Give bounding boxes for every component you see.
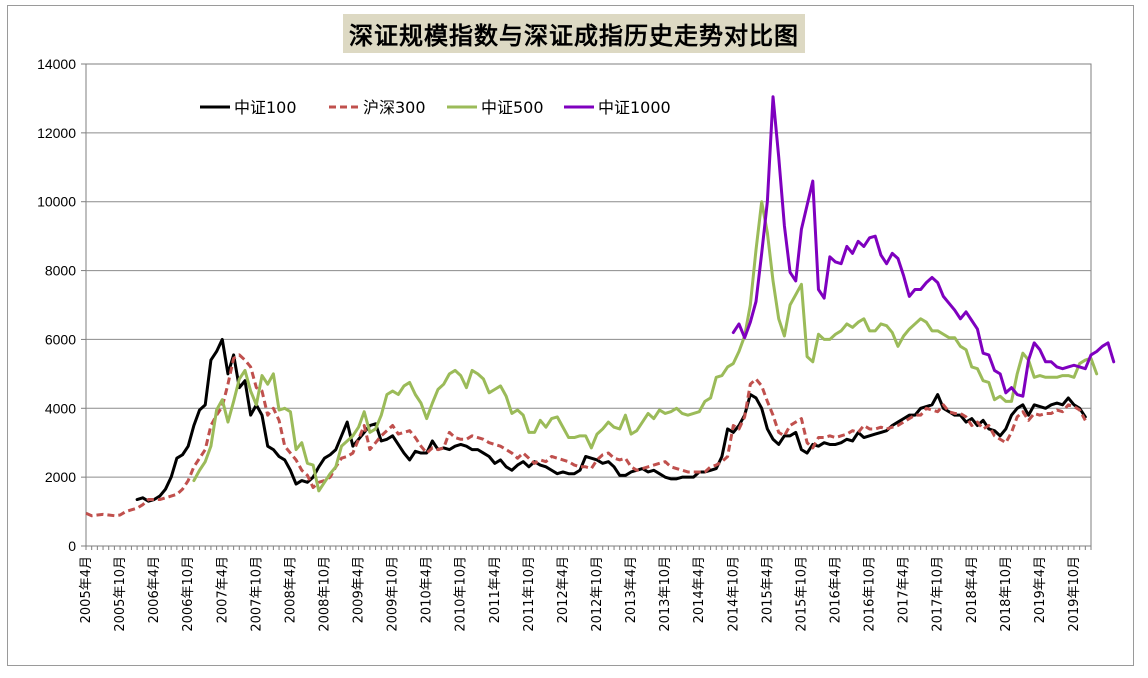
legend-label-1: 沪深300 bbox=[363, 98, 426, 117]
legend-item-3: 中证1000 bbox=[564, 98, 671, 117]
x-tick-label: 2016年4月 bbox=[828, 556, 843, 623]
x-tick-label: 2012年10月 bbox=[590, 556, 605, 632]
x-tick-label: 2017年4月 bbox=[897, 556, 912, 623]
y-tick-label-12000: 12000 bbox=[37, 125, 76, 141]
x-tick-label: 2012年4月 bbox=[556, 556, 571, 623]
x-tick-label: 2005年4月 bbox=[79, 556, 94, 623]
series-line-1 bbox=[85, 353, 1087, 518]
legend-label-2: 中证500 bbox=[481, 98, 544, 117]
x-tick-label: 2006年10月 bbox=[181, 556, 196, 632]
series-line-3 bbox=[731, 95, 1116, 398]
chart-title: 深证规模指数与深证成指历史走势对比图 bbox=[343, 14, 805, 53]
x-tick-label: 2014年10月 bbox=[726, 556, 741, 632]
y-tick-label-0: 0 bbox=[68, 538, 76, 554]
x-tick-label: 2008年10月 bbox=[317, 556, 332, 632]
x-tick-label: 2007年4月 bbox=[215, 556, 230, 623]
x-tick-label: 2011年4月 bbox=[488, 556, 503, 623]
x-tick-label: 2008年4月 bbox=[283, 556, 298, 623]
x-tick-label: 2010年4月 bbox=[420, 556, 435, 623]
legend-label-0: 中证100 bbox=[234, 98, 297, 117]
x-tick-label: 2006年4月 bbox=[147, 556, 162, 623]
x-tick-label: 2017年10月 bbox=[931, 556, 946, 632]
y-tick-label-6000: 6000 bbox=[45, 331, 76, 347]
x-tick-label: 2011年10月 bbox=[522, 556, 537, 632]
y-tick-label-4000: 4000 bbox=[45, 400, 76, 416]
series-line-0 bbox=[135, 337, 1087, 503]
x-tick-label: 2015年4月 bbox=[760, 556, 775, 623]
x-tick-label: 2018年4月 bbox=[965, 556, 980, 623]
y-tick-label-10000: 10000 bbox=[37, 194, 76, 210]
x-tick-label: 2010年10月 bbox=[454, 556, 469, 632]
x-tick-label: 2013年4月 bbox=[624, 556, 639, 623]
plot-area bbox=[85, 63, 1092, 547]
x-tick-label: 2009年4月 bbox=[352, 556, 367, 623]
x-tick-label: 2019年10月 bbox=[1067, 556, 1082, 632]
series-line-2 bbox=[192, 200, 1099, 493]
x-tick-label: 2005年10月 bbox=[113, 556, 128, 632]
y-tick-label-8000: 8000 bbox=[45, 263, 76, 279]
legend-item-2: 中证500 bbox=[447, 98, 544, 117]
x-tick-label: 2014年4月 bbox=[692, 556, 707, 623]
x-tick-label: 2018年10月 bbox=[999, 556, 1014, 632]
legend-label-3: 中证1000 bbox=[598, 98, 671, 117]
x-tick-label: 2007年10月 bbox=[249, 556, 264, 632]
x-tick-label: 2009年10月 bbox=[386, 556, 401, 632]
x-tick-label: 2016年10月 bbox=[863, 556, 878, 632]
x-tick-label: 2015年10月 bbox=[794, 556, 809, 632]
y-tick-label-2000: 2000 bbox=[45, 469, 76, 485]
x-tick-label: 2019年4月 bbox=[1033, 556, 1048, 623]
legend-item-1: 沪深300 bbox=[329, 98, 426, 117]
y-tick-label-14000: 14000 bbox=[37, 56, 76, 72]
legend-item-0: 中证100 bbox=[200, 98, 297, 117]
chart-title-wrap: 深证规模指数与深证成指历史走势对比图 bbox=[0, 14, 1148, 53]
x-tick-label: 2013年10月 bbox=[658, 556, 673, 632]
